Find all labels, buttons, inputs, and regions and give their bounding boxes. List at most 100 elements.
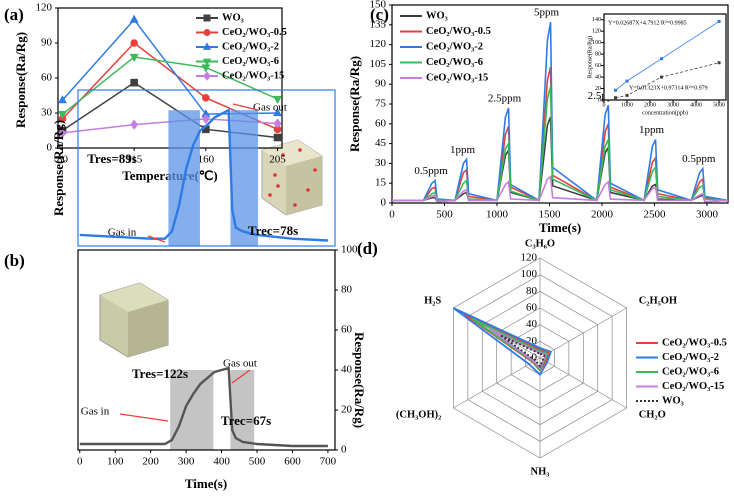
x-tick-label: 4000	[690, 102, 702, 108]
annotation: 0.5ppm	[414, 165, 448, 177]
marker	[203, 14, 211, 22]
y-tick-label: 90	[375, 78, 387, 90]
plot-frame	[77, 249, 336, 451]
marker	[129, 53, 139, 62]
x-tick-label: 0	[389, 209, 395, 221]
panel-label: (a)	[4, 5, 24, 24]
x-tick-label: 300	[178, 456, 195, 468]
axis-label: CH₂O	[639, 409, 666, 420]
y-tick-label: 120	[370, 38, 387, 50]
y-tick-label: 150	[370, 0, 387, 11]
annotation: 1ppm	[450, 144, 476, 156]
y-tick-label: 135	[370, 18, 387, 30]
marker	[201, 113, 210, 124]
legend-label: CeO₂/WO₃-0.5	[662, 337, 727, 348]
y-tick-label: 60	[595, 63, 601, 69]
x-tick-label: 80	[57, 154, 69, 166]
y-axis-label: Response(Ra/Rg)	[51, 120, 66, 216]
y-tick-label: 80	[595, 52, 601, 58]
series-polygon	[452, 307, 552, 377]
marker	[130, 39, 138, 47]
annotation: Tres=122s	[132, 366, 188, 381]
marker	[203, 29, 211, 36]
marker	[203, 71, 211, 81]
legend-label: CeO₂/WO₃-15	[222, 70, 284, 81]
legend-label: WO₃	[426, 10, 448, 21]
x-tick-label: 3000	[696, 209, 719, 221]
series-line	[392, 175, 729, 203]
series-line	[79, 108, 328, 242]
panel-label: (c)	[370, 5, 389, 24]
legend-label: CeO₂/WO₃-2	[426, 41, 483, 52]
arrow	[147, 235, 166, 243]
marker	[202, 42, 212, 50]
point	[660, 57, 664, 61]
arrow	[232, 103, 259, 111]
legend-label: CeO₂/WO₃-6	[222, 56, 279, 67]
axis-label: NH₃	[531, 466, 550, 477]
y-tick-label: 15	[375, 177, 387, 189]
x-axis-label: Time(s)	[185, 476, 227, 491]
region	[170, 370, 214, 450]
y-tick-label: 140	[592, 17, 601, 23]
r-tick-label: 80	[526, 285, 538, 297]
annotation: 5ppm	[534, 7, 560, 19]
r-tick-label: 120	[521, 252, 538, 264]
point	[660, 75, 664, 79]
cube-top	[261, 139, 323, 216]
legend-label: CeO₂/WO₃-6	[662, 366, 719, 377]
y-tick-label: 60	[41, 72, 53, 84]
y-tick-label: 105	[370, 58, 387, 70]
annotation: Y=0.02687X+4.7912 R²=0.9985	[608, 20, 687, 26]
point	[625, 93, 629, 97]
annotation: Tres=89s	[87, 151, 137, 166]
legend-label: CeO₂/WO₃-6	[426, 57, 483, 68]
marker	[202, 94, 210, 102]
x-tick-label: 1000	[486, 209, 509, 221]
annotation: Gas out	[223, 358, 257, 370]
y-tick-label: 45	[375, 137, 387, 149]
point	[614, 96, 618, 100]
y-tick-label: 80	[341, 284, 353, 296]
plot-frame	[603, 13, 727, 101]
marker	[58, 95, 67, 104]
x-tick-label: 400	[213, 456, 230, 468]
annotation: Gas in	[108, 227, 137, 239]
annotation: Y=0.01323X+0.97314 R²=0.979	[629, 85, 708, 91]
y-tick-label: 120	[36, 2, 53, 14]
legend-label: WO₃	[662, 395, 684, 406]
y-tick-label: 40	[595, 74, 601, 80]
arrow	[231, 369, 251, 384]
legend-label: CeO₂/WO₃-15	[662, 381, 724, 392]
legend-label: CeO₂/WO₃-0.5	[222, 27, 287, 38]
spoke	[539, 307, 627, 359]
legend-label: CeO₂/WO₃-0.5	[426, 26, 491, 37]
y-axis-label: Response(Ra/Rg)	[347, 56, 362, 152]
marker	[58, 127, 67, 138]
axis-label: C₃H₆O	[525, 238, 555, 249]
panel-label: (b)	[4, 251, 25, 270]
x-tick-label: 5000	[713, 102, 725, 108]
y-tick-label: 30	[41, 107, 53, 119]
fit-line	[615, 62, 720, 99]
x-tick-label: 2000	[591, 209, 614, 221]
x-tick-label: 0	[603, 102, 606, 108]
y-tick-label: 40	[341, 364, 353, 376]
x-tick-label: 3000	[667, 102, 679, 108]
arrow	[119, 413, 169, 422]
x-axis-label: concentration(ppb)	[642, 109, 688, 116]
x-tick-label: 160	[198, 154, 215, 166]
series-line	[392, 116, 729, 203]
inset-bg	[604, 14, 726, 100]
y-tick-label: 0	[381, 197, 387, 209]
legend-label: CeO₂/WO₃-2	[662, 352, 719, 363]
y-tick-label: 30	[375, 157, 387, 169]
x-tick-label: 1500	[539, 209, 562, 221]
series-polygon	[488, 328, 547, 370]
series-polygon	[470, 317, 549, 372]
x-axis-label: Time(s)	[539, 220, 581, 235]
y-tick-label: 0	[47, 142, 53, 154]
axis-label: C₂H₅OH	[639, 295, 677, 306]
y-tick-label: 100	[592, 40, 601, 46]
